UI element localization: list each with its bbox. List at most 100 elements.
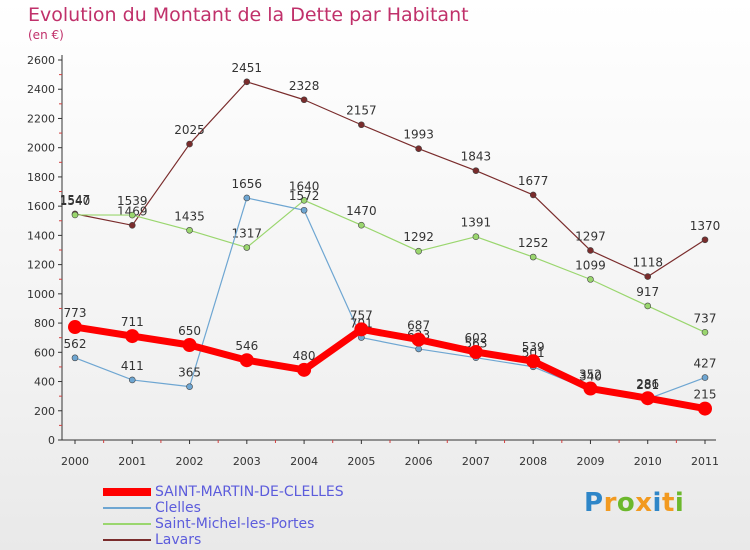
legend-label: SAINT-MARTIN-DE-CLELLES (155, 484, 344, 500)
x-tick-label: 2009 (576, 455, 604, 468)
data-point-saint-martin-de-clelles (68, 320, 82, 335)
chart-title: Evolution du Montant de la Dette par Hab… (28, 4, 469, 26)
data-point-clelles (243, 194, 251, 202)
legend-swatch (103, 539, 151, 541)
logo-letter: P (584, 488, 604, 518)
data-label-saint-michel-les-portes: 1540 (60, 194, 91, 208)
y-tick-label: 200 (34, 405, 55, 418)
series-line-saint-martin-de-clelles (71, 323, 709, 413)
y-tick-label: 2000 (27, 142, 55, 155)
data-point-saint-martin-de-clelles (411, 332, 426, 347)
data-point-saint-michel-les-portes (587, 276, 594, 283)
logo-letter: t (661, 488, 675, 518)
data-point-clelles (701, 374, 709, 381)
data-label-lavars: 1843 (461, 150, 492, 164)
series-line-saint-michel-les-portes (74, 199, 706, 333)
y-tick-label: 400 (34, 376, 55, 389)
data-label-saint-michel-les-portes: 1435 (174, 209, 205, 223)
data-point-saint-martin-de-clelles (354, 322, 369, 337)
series-line-lavars (74, 81, 706, 278)
data-point-clelles (300, 206, 308, 214)
data-point-lavars (415, 145, 422, 153)
y-tick-label: 1600 (27, 200, 55, 213)
chart-subtitle: (en €) (28, 28, 64, 42)
y-tick-label: 2200 (27, 112, 55, 125)
data-point-saint-michel-les-portes (300, 197, 308, 204)
data-label-saint-michel-les-portes: 1470 (346, 204, 377, 218)
x-tick-label: 2001 (118, 455, 146, 468)
data-label-lavars: 1677 (518, 174, 549, 188)
data-label-saint-michel-les-portes: 1099 (575, 258, 606, 272)
data-label-saint-michel-les-portes: 1539 (117, 194, 148, 208)
data-point-saint-martin-de-clelles (526, 354, 541, 369)
legend-label: Lavars (155, 532, 202, 548)
data-point-saint-michel-les-portes (186, 226, 193, 234)
data-label-clelles: 501 (522, 346, 545, 360)
legend-swatch (103, 507, 151, 509)
data-point-saint-martin-de-clelles (640, 391, 655, 406)
legend-label: Clelles (155, 500, 201, 516)
x-tick-label: 2010 (634, 455, 662, 468)
data-point-saint-michel-les-portes (701, 328, 709, 336)
data-label-saint-martin-de-clelles: 286 (636, 377, 659, 391)
data-label-lavars: 1370 (690, 219, 721, 233)
proxiti-logo: Proxiti (584, 488, 684, 518)
data-point-saint-michel-les-portes (472, 233, 480, 240)
data-point-saint-michel-les-portes (358, 221, 365, 229)
data-label-saint-michel-les-portes: 1317 (232, 227, 263, 241)
data-point-saint-michel-les-portes (128, 211, 136, 219)
data-point-lavars (358, 121, 365, 129)
data-point-saint-michel-les-portes (644, 302, 652, 310)
y-tick-label: 2600 (27, 54, 55, 67)
data-label-saint-martin-de-clelles: 546 (235, 339, 258, 353)
data-point-lavars (587, 247, 594, 254)
data-point-saint-martin-de-clelles (125, 329, 140, 344)
data-label-saint-martin-de-clelles: 480 (293, 349, 316, 363)
data-point-clelles (186, 383, 193, 390)
data-label-clelles: 340 (579, 369, 602, 383)
logo-letter: i (674, 488, 685, 518)
data-point-saint-michel-les-portes (415, 247, 422, 255)
y-tick-label: 1000 (27, 288, 55, 301)
data-label-saint-martin-de-clelles: 602 (464, 331, 487, 345)
data-point-lavars (644, 273, 652, 280)
data-point-lavars (701, 236, 709, 244)
x-tick-label: 2007 (462, 455, 490, 468)
y-tick-label: 2400 (27, 83, 55, 96)
legend-swatch (103, 523, 151, 525)
y-tick-label: 600 (34, 346, 55, 359)
data-label-saint-michel-les-portes: 917 (636, 285, 659, 299)
x-tick-label: 2008 (519, 455, 547, 468)
data-label-lavars: 1547 (60, 193, 91, 207)
x-tick-label: 2005 (347, 455, 375, 468)
data-label-lavars: 2025 (174, 123, 205, 137)
data-point-saint-michel-les-portes (71, 211, 79, 219)
data-label-clelles: 1656 (232, 177, 263, 191)
y-tick-label: 0 (48, 434, 55, 447)
data-label-clelles: 562 (64, 337, 87, 351)
logo-letter: o (616, 488, 636, 518)
data-point-saint-martin-de-clelles (698, 401, 712, 416)
data-label-clelles: 1572 (289, 189, 320, 203)
x-tick-label: 2003 (233, 455, 261, 468)
data-label-clelles: 365 (178, 366, 201, 380)
data-point-lavars (529, 191, 537, 199)
data-point-clelles (415, 345, 422, 353)
data-label-lavars: 2157 (346, 104, 377, 118)
x-tick-label: 2011 (691, 455, 719, 468)
data-point-saint-martin-de-clelles (239, 353, 254, 368)
data-point-saint-michel-les-portes (529, 253, 537, 261)
x-tick-label: 2006 (405, 455, 433, 468)
data-label-clelles: 427 (694, 357, 717, 371)
data-point-clelles (128, 376, 136, 384)
data-label-saint-michel-les-portes: 1252 (518, 236, 549, 250)
data-label-saint-martin-de-clelles: 215 (694, 388, 717, 402)
series-line-clelles (74, 197, 706, 400)
data-label-saint-martin-de-clelles: 687 (407, 319, 430, 333)
data-point-saint-martin-de-clelles (583, 381, 598, 396)
data-point-lavars (243, 78, 251, 86)
data-point-saint-michel-les-portes (243, 244, 251, 251)
data-label-saint-martin-de-clelles: 773 (64, 306, 87, 320)
